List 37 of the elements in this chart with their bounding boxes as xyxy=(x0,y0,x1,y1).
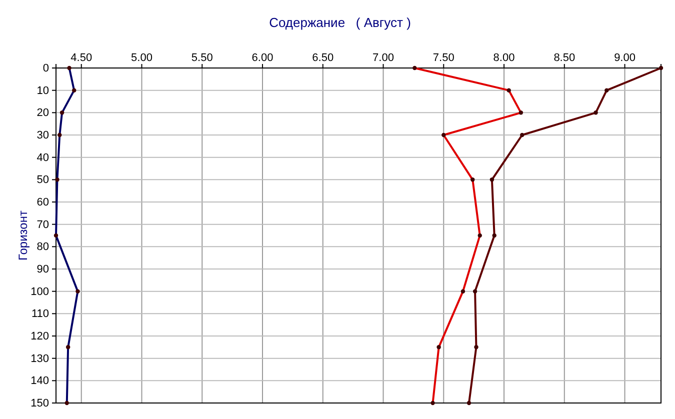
point xyxy=(466,400,472,406)
y-tick-label: 0 xyxy=(42,62,49,75)
y-tick-label: 60 xyxy=(36,196,49,209)
y-tick-label: 10 xyxy=(36,84,49,97)
y-tick-label: 70 xyxy=(36,218,49,231)
y-tick-label: 110 xyxy=(31,308,49,320)
x-tick-label: 7.50 xyxy=(432,52,454,64)
x-tick-label: 5.50 xyxy=(191,52,213,64)
x-tick-label: 7.00 xyxy=(372,52,394,64)
x-tick-label: 8.50 xyxy=(554,52,576,64)
point xyxy=(594,110,598,115)
y-tick-label: 100 xyxy=(30,286,49,298)
point xyxy=(492,233,496,238)
point xyxy=(474,345,478,350)
x-tick-label: 9.00 xyxy=(614,52,636,64)
y-tick-label: 30 xyxy=(36,130,49,142)
y-tick-label: 50 xyxy=(36,174,49,186)
point xyxy=(604,88,609,92)
chart-title: Содержание ( Август ) xyxy=(269,15,411,30)
x-tick-label: 8.00 xyxy=(493,52,515,64)
point xyxy=(520,132,524,138)
y-tick-label: 40 xyxy=(36,152,49,164)
y-tick-label: 20 xyxy=(36,107,49,120)
x-tick-label: 6.00 xyxy=(252,52,274,64)
y-axis-title: Горизонт xyxy=(16,210,30,260)
x-tick-label: 4.50 xyxy=(70,52,92,64)
y-tick-label: 90 xyxy=(36,264,49,276)
y-tick-label: 80 xyxy=(36,241,49,254)
y-tick-label: 140 xyxy=(30,375,49,388)
x-tick-label: 5.00 xyxy=(131,52,152,64)
x-tick-label: 6.50 xyxy=(312,52,334,64)
point xyxy=(658,66,664,70)
point xyxy=(472,289,478,294)
point xyxy=(490,178,494,182)
y-tick-label: 150 xyxy=(30,398,49,410)
y-tick-label: 120 xyxy=(30,330,49,343)
y-tick-label: 130 xyxy=(30,352,49,365)
